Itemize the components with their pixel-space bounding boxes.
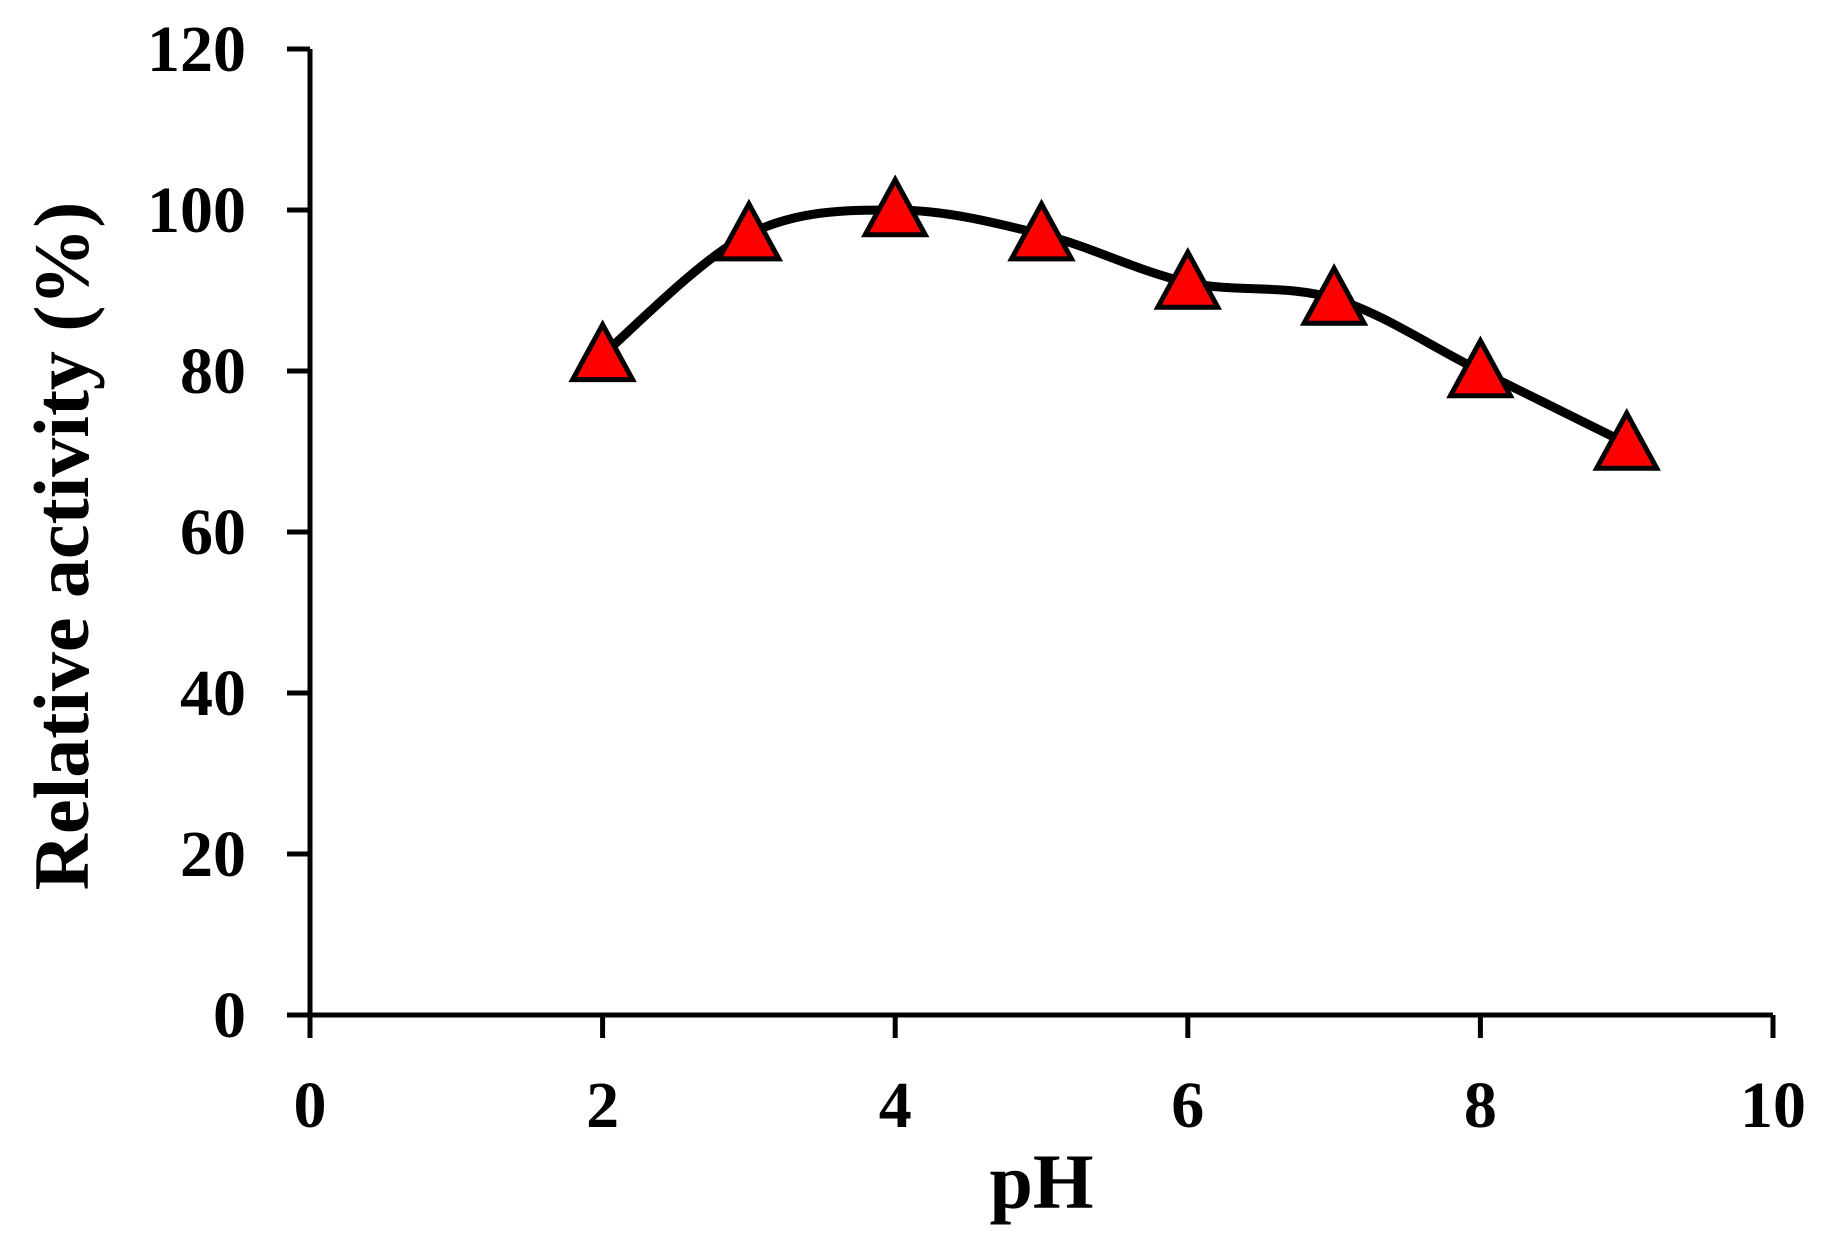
y-tick-label: 60 <box>180 496 246 569</box>
data-point-triangle <box>860 174 930 238</box>
y-tick-label: 100 <box>147 174 246 247</box>
y-tick-label: 80 <box>180 335 246 408</box>
x-tick-label: 0 <box>294 1069 327 1142</box>
x-tick-label: 10 <box>1740 1069 1806 1142</box>
x-tick-label: 4 <box>879 1069 912 1142</box>
data-point-triangle <box>1592 407 1661 471</box>
y-tick-label: 0 <box>213 979 246 1052</box>
y-tick-label: 40 <box>180 657 246 730</box>
data-point-triangle <box>1153 246 1223 310</box>
x-tick-label: 2 <box>586 1069 619 1142</box>
data-point-triangle <box>1299 263 1369 326</box>
y-tick-label: 20 <box>180 818 246 891</box>
data-point-triangle <box>1007 198 1076 262</box>
data-markers <box>568 174 1661 471</box>
y-tick-label: 120 <box>147 13 246 86</box>
data-point-triangle <box>568 319 637 383</box>
data-point-triangle <box>714 198 784 262</box>
data-point-triangle <box>1446 335 1515 399</box>
y-axis-title: Relative activity (%) <box>18 202 105 891</box>
x-tick-label: 8 <box>1464 1069 1497 1142</box>
axes: 0 20 40 60 80 100 120 0 2 4 6 8 10 <box>147 13 1806 1142</box>
x-tick-label: 6 <box>1171 1069 1204 1142</box>
x-axis-title: pH <box>989 1138 1093 1225</box>
